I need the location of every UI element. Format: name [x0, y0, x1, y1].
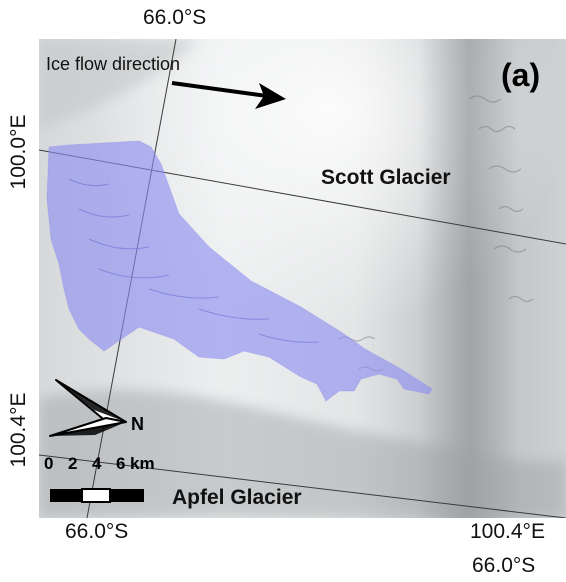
scale-bar: 0 2 4 6 km: [44, 454, 155, 503]
ice-shadow-upper-left: [39, 39, 199, 129]
overlay-ripples: [68, 178, 320, 343]
panel-label: (a): [501, 57, 540, 93]
scale-segment-2: [81, 488, 111, 503]
flow-direction-arrow: [171, 81, 286, 109]
left-lower-longitude-label: 100.4°E: [7, 392, 30, 468]
scale-tick-0: 0: [44, 454, 53, 473]
scale-unit: km: [130, 454, 155, 473]
apfel-glacier-label: Apfel Glacier: [172, 486, 302, 509]
graticule-latitude-lower: [39, 454, 566, 518]
left-upper-longitude-label: 100.0°E: [7, 114, 30, 190]
ice-shadow-lower: [39, 389, 566, 518]
scale-tick-6: 6: [116, 454, 125, 473]
scale-segment-3: [110, 489, 144, 502]
north-arrow-icon: [49, 379, 127, 437]
scale-tick-4: 4: [92, 454, 102, 473]
top-latitude-label: 66.0°S: [143, 6, 207, 29]
bottom-left-latitude-label: 66.0°S: [65, 520, 129, 543]
scale-segment-1: [50, 489, 82, 502]
bottom-right-latitude-label: 66.0°S: [472, 554, 536, 577]
north-label: N: [131, 414, 144, 434]
flow-direction-label: Ice flow direction: [46, 54, 180, 74]
scale-tick-2: 2: [68, 454, 77, 473]
satellite-map: N 0 2 4 6 km Ice flow direction Scott Gl…: [39, 39, 566, 518]
ice-dark-band: [419, 39, 519, 518]
map-canvas: N 0 2 4 6 km Ice flow direction Scott Gl…: [39, 39, 566, 518]
bottom-right-longitude-label: 100.4°E: [470, 520, 545, 543]
scott-glacier-label: Scott Glacier: [321, 166, 451, 189]
glacier-overlay: [46, 140, 433, 402]
crevasse-field: [338, 95, 534, 372]
